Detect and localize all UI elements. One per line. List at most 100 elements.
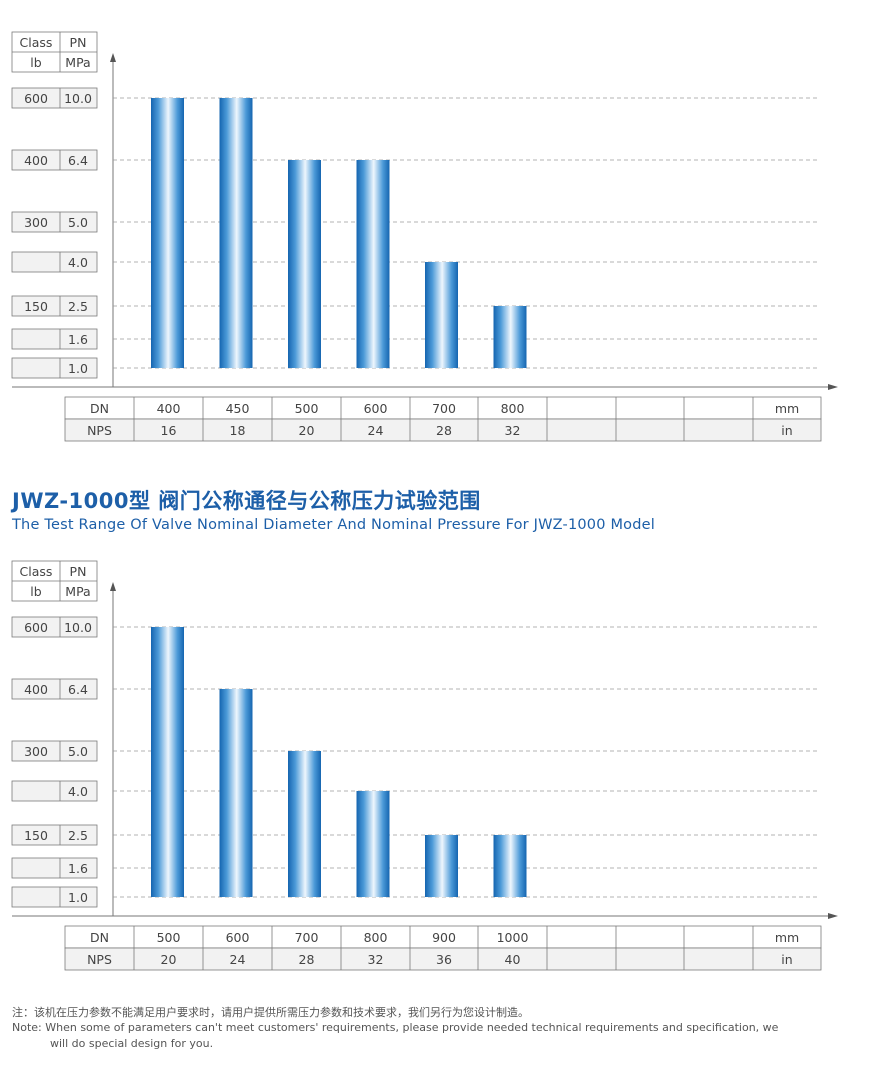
bar-800 (356, 791, 390, 897)
chart-upper-svg: Class PN lb MPa 600 10.0 400 6.4 300 5.0 4.0 150 2.5… (11, 31, 838, 442)
nps-value: 24 (230, 952, 246, 967)
class-value-label: 600 (24, 620, 48, 635)
dn-value: 600 (226, 930, 250, 945)
dn-value: 500 (157, 930, 181, 945)
pn-value-label: 10.0 (64, 620, 92, 635)
class-value-label: 600 (24, 91, 48, 106)
nps-row (64, 418, 822, 442)
bar-700 (425, 262, 458, 368)
nps-value: 40 (505, 952, 521, 967)
dn-value: 900 (432, 930, 456, 945)
note-cn: 注：该机在压力参数不能满足用户要求时，请用户提供所需压力参数和技术要求，我们另行… (12, 1006, 529, 1019)
bar-400 (151, 98, 184, 368)
nps-value: 28 (436, 423, 452, 438)
pn-value-label: 4.0 (68, 255, 88, 270)
level-box (11, 328, 98, 350)
bar-450 (219, 98, 253, 368)
dn-label: DN (90, 930, 109, 945)
nps-value: 32 (505, 423, 521, 438)
nps-value: 20 (299, 423, 315, 438)
y-axis-arrow (110, 53, 116, 62)
pn-value-label: 5.0 (68, 744, 88, 759)
bar-600 (219, 689, 253, 897)
nps-unit: in (781, 952, 792, 967)
level-box (11, 251, 98, 273)
level-box (11, 149, 98, 171)
header-pn-unit: MPa (65, 584, 90, 599)
bar-900 (425, 835, 458, 897)
level-box (11, 87, 98, 109)
dn-unit: mm (775, 930, 799, 945)
nps-value: 28 (299, 952, 315, 967)
header-class-label: Class (20, 564, 53, 579)
class-value-label: 400 (24, 153, 48, 168)
nps-value: 20 (161, 952, 177, 967)
x-axis-arrow (828, 384, 838, 390)
header-pn-label: PN (70, 35, 87, 50)
bar-700 (288, 751, 321, 897)
level-box (11, 211, 98, 233)
level-box (11, 824, 98, 846)
header-pn-label: PN (70, 564, 87, 579)
section-title-en: The Test Range Of Valve Nominal Diameter… (12, 517, 656, 533)
dn-value: 800 (501, 401, 525, 416)
level-box (11, 678, 98, 700)
level-box (11, 780, 98, 802)
level-box (11, 357, 98, 379)
pn-value-label: 2.5 (68, 299, 88, 314)
pn-value-label: 1.6 (68, 861, 88, 876)
dn-value: 700 (432, 401, 456, 416)
chart-lower-svg: Class PN lb MPa 600 10.0 400 6.4 300 5.0 4.0 150 2.5… (11, 560, 838, 971)
nps-row (64, 947, 822, 971)
dn-value: 1000 (497, 930, 529, 945)
bar-500 (151, 627, 184, 897)
level-box (11, 857, 98, 879)
bar-600 (356, 160, 390, 368)
pn-value-label: 4.0 (68, 784, 88, 799)
nps-value: 24 (368, 423, 384, 438)
note-en-line1: Note: When some of parameters can't meet… (12, 1021, 779, 1034)
bar-500 (288, 160, 321, 368)
chart-jwz-1000: Class PN lb MPa 600 10.0 400 6.4 300 5.0 4.0 150 2.5… (0, 559, 882, 1009)
header-class-label: Class (20, 35, 53, 50)
dn-unit: mm (775, 401, 799, 416)
dn-value: 600 (364, 401, 388, 416)
dn-value: 700 (295, 930, 319, 945)
dn-value: 500 (295, 401, 319, 416)
class-value-label: 300 (24, 744, 48, 759)
nps-value: 18 (230, 423, 246, 438)
pn-value-label: 1.0 (68, 361, 88, 376)
pn-value-label: 1.0 (68, 890, 88, 905)
nps-value: 32 (368, 952, 384, 967)
nps-unit: in (781, 423, 792, 438)
chart-jwz-upper: Class PN lb MPa 600 10.0 400 6.4 300 5.0 4.0 150 2.5… (0, 30, 882, 480)
dn-value: 400 (157, 401, 181, 416)
nps-value: 16 (161, 423, 177, 438)
pn-value-label: 2.5 (68, 828, 88, 843)
nps-label: NPS (87, 952, 112, 967)
pn-value-label: 6.4 (68, 153, 88, 168)
x-axis-arrow (828, 913, 838, 919)
section-title-cn: JWZ-1000型 阀门公称通径与公称压力试验范围 (12, 489, 481, 513)
pn-value-label: 10.0 (64, 91, 92, 106)
dn-label: DN (90, 401, 109, 416)
level-box (11, 295, 98, 317)
class-value-label: 300 (24, 215, 48, 230)
class-value-label: 400 (24, 682, 48, 697)
level-box (11, 886, 98, 908)
pn-value-label: 6.4 (68, 682, 88, 697)
dn-value: 450 (226, 401, 250, 416)
pn-value-label: 1.6 (68, 332, 88, 347)
dn-value: 800 (364, 930, 388, 945)
header-class-unit: lb (30, 55, 41, 70)
header-class-unit: lb (30, 584, 41, 599)
header-pn-unit: MPa (65, 55, 90, 70)
class-value-label: 150 (24, 299, 48, 314)
pn-value-label: 5.0 (68, 215, 88, 230)
bar-1000 (493, 835, 527, 897)
note-en-line2: will do special design for you. (50, 1037, 214, 1050)
nps-label: NPS (87, 423, 112, 438)
y-axis-arrow (110, 582, 116, 591)
nps-value: 36 (436, 952, 452, 967)
bar-800 (493, 306, 527, 368)
